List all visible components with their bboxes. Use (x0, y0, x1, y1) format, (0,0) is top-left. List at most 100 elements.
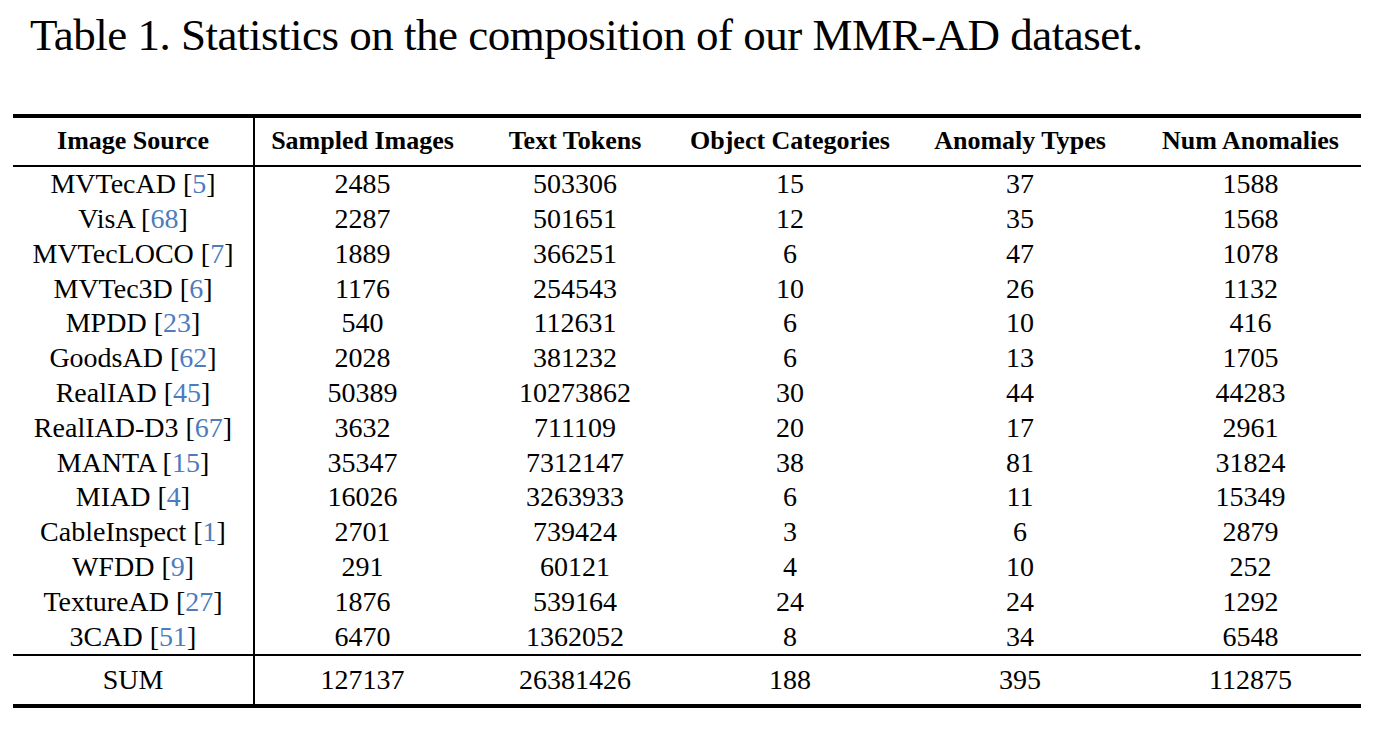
anomaly-types-cell: 13 (900, 341, 1140, 376)
text-tokens-cell: 10273862 (470, 376, 680, 411)
image-source-cell: MVTecLOCO [7] (13, 236, 254, 271)
sum-label-cell: SUM (13, 655, 254, 706)
sum-num-anomalies-cell: 112875 (1140, 655, 1361, 706)
cite-bracket-close: ] (224, 238, 233, 269)
text-tokens-cell: 112631 (470, 306, 680, 341)
cite-bracket-open: [ (193, 516, 202, 547)
citation-link[interactable]: 6 (189, 273, 203, 304)
citation-link[interactable]: 51 (159, 621, 187, 652)
cite-bracket-close: ] (207, 342, 216, 373)
table-row: RealIAD [45] 50389 10273862 30 44 44283 (13, 376, 1361, 411)
column-header-sampled-images: Sampled Images (254, 116, 470, 166)
num-anomalies-cell: 1588 (1140, 166, 1361, 202)
sum-sampled-images-cell: 127137 (254, 655, 470, 706)
sampled-images-cell: 2485 (254, 166, 470, 202)
table-row: MPDD [23] 540 112631 6 10 416 (13, 306, 1361, 341)
cite-bracket-open: [ (170, 342, 179, 373)
image-source-cell: GoodsAD [62] (13, 341, 254, 376)
image-source-cell: MANTA [15] (13, 445, 254, 480)
citation-link[interactable]: 67 (195, 412, 223, 443)
text-tokens-cell: 7312147 (470, 445, 680, 480)
cite-bracket-open: [ (180, 273, 189, 304)
object-categories-cell: 38 (680, 445, 900, 480)
image-source-cell: RealIAD-D3 [67] (13, 410, 254, 445)
object-categories-cell: 12 (680, 202, 900, 237)
cite-bracket-close: ] (203, 273, 212, 304)
anomaly-types-cell: 11 (900, 480, 1140, 515)
image-source-cell: CableInspect [1] (13, 515, 254, 550)
anomaly-types-cell: 10 (900, 550, 1140, 585)
dataset-name: TextureAD (43, 586, 169, 617)
table-row: GoodsAD [62] 2028 381232 6 13 1705 (13, 341, 1361, 376)
table-row: MANTA [15] 35347 7312147 38 81 31824 (13, 445, 1361, 480)
sampled-images-cell: 50389 (254, 376, 470, 411)
cite-bracket-close: ] (185, 551, 194, 582)
citation-link[interactable]: 45 (173, 377, 201, 408)
table-row: MVTecLOCO [7] 1889 366251 6 47 1078 (13, 236, 1361, 271)
citation-link[interactable]: 9 (171, 551, 185, 582)
object-categories-cell: 30 (680, 376, 900, 411)
text-tokens-cell: 3263933 (470, 480, 680, 515)
cite-bracket-open: [ (158, 481, 167, 512)
object-categories-cell: 10 (680, 271, 900, 306)
citation-link[interactable]: 7 (210, 238, 224, 269)
num-anomalies-cell: 252 (1140, 550, 1361, 585)
image-source-cell: MIAD [4] (13, 480, 254, 515)
citation-link[interactable]: 1 (203, 516, 217, 547)
citation-link[interactable]: 5 (192, 168, 206, 199)
cite-bracket-open: [ (150, 621, 159, 652)
column-header-text-tokens: Text Tokens (470, 116, 680, 166)
sum-text-tokens-cell: 26381426 (470, 655, 680, 706)
object-categories-cell: 6 (680, 306, 900, 341)
object-categories-cell: 6 (680, 236, 900, 271)
anomaly-types-cell: 34 (900, 619, 1140, 655)
table-row: VisA [68] 2287 501651 12 35 1568 (13, 202, 1361, 237)
sampled-images-cell: 1889 (254, 236, 470, 271)
image-source-cell: TextureAD [27] (13, 584, 254, 619)
object-categories-cell: 4 (680, 550, 900, 585)
num-anomalies-cell: 1568 (1140, 202, 1361, 237)
anomaly-types-cell: 37 (900, 166, 1140, 202)
text-tokens-cell: 381232 (470, 341, 680, 376)
image-source-cell: MPDD [23] (13, 306, 254, 341)
sampled-images-cell: 6470 (254, 619, 470, 655)
dataset-name: MIAD (76, 481, 151, 512)
anomaly-types-cell: 35 (900, 202, 1140, 237)
dataset-name: VisA (78, 203, 134, 234)
cite-bracket-open: [ (183, 168, 192, 199)
citation-link[interactable]: 62 (179, 342, 207, 373)
citation-link[interactable]: 23 (163, 307, 191, 338)
text-tokens-cell: 60121 (470, 550, 680, 585)
sampled-images-cell: 1876 (254, 584, 470, 619)
num-anomalies-cell: 2961 (1140, 410, 1361, 445)
cite-bracket-close: ] (217, 516, 226, 547)
dataset-name: MANTA (57, 447, 156, 478)
dataset-name: 3CAD (70, 621, 143, 652)
citation-link[interactable]: 27 (185, 586, 213, 617)
image-source-cell: WFDD [9] (13, 550, 254, 585)
citation-link[interactable]: 15 (172, 447, 200, 478)
object-categories-cell: 6 (680, 341, 900, 376)
dataset-name: MPDD (66, 307, 147, 338)
column-header-image-source: Image Source (13, 116, 254, 166)
cite-bracket-close: ] (181, 481, 190, 512)
text-tokens-cell: 503306 (470, 166, 680, 202)
citation-link[interactable]: 4 (167, 481, 181, 512)
cite-bracket-close: ] (201, 377, 210, 408)
image-source-cell: VisA [68] (13, 202, 254, 237)
image-source-cell: 3CAD [51] (13, 619, 254, 655)
sampled-images-cell: 35347 (254, 445, 470, 480)
text-tokens-cell: 501651 (470, 202, 680, 237)
num-anomalies-cell: 1132 (1140, 271, 1361, 306)
cite-bracket-open: [ (164, 377, 173, 408)
sampled-images-cell: 540 (254, 306, 470, 341)
citation-link[interactable]: 68 (150, 203, 178, 234)
column-header-num-anomalies: Num Anomalies (1140, 116, 1361, 166)
num-anomalies-cell: 1078 (1140, 236, 1361, 271)
object-categories-cell: 15 (680, 166, 900, 202)
sum-object-categories-cell: 188 (680, 655, 900, 706)
column-header-anomaly-types: Anomaly Types (900, 116, 1140, 166)
cite-bracket-close: ] (178, 203, 187, 234)
cite-bracket-close: ] (191, 307, 200, 338)
cite-bracket-close: ] (200, 447, 209, 478)
